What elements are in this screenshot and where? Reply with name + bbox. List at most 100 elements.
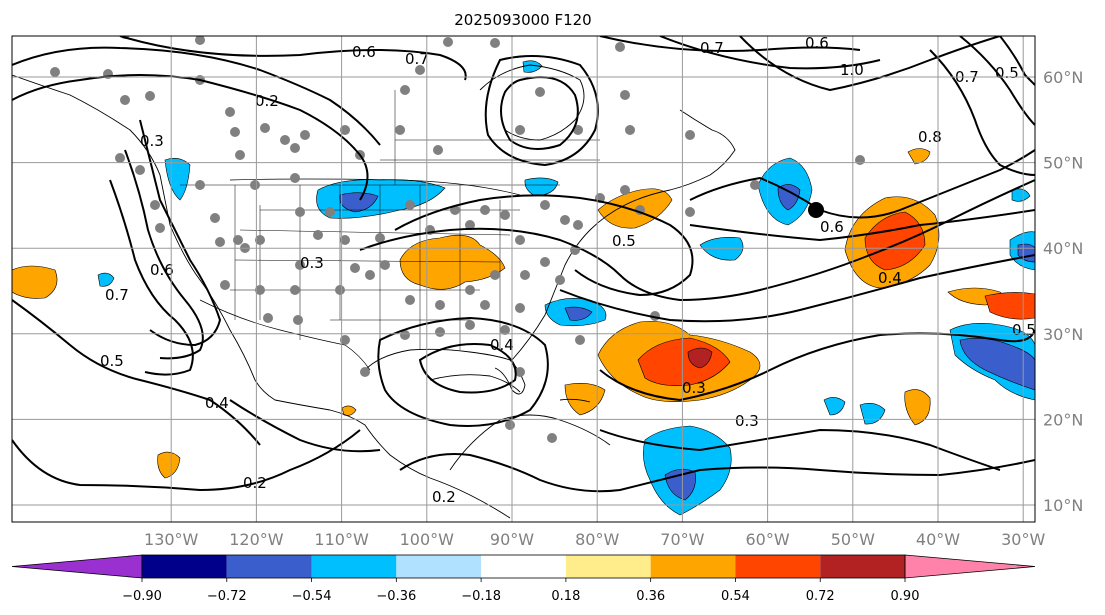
longitude-label: 130°W: [144, 530, 199, 549]
contour-line-4: [484, 55, 599, 167]
contour-label-14: 0.6: [150, 261, 174, 279]
colorbar-tick-label: 0.54: [721, 589, 750, 604]
state-borders-horizontal: [180, 139, 600, 321]
colorbar-segment: [396, 555, 482, 578]
contour-label-20: 0.4: [490, 336, 514, 354]
contour-line-19: [599, 428, 1001, 471]
observation-points: [50, 36, 865, 443]
shade-atlantic-mid: [699, 237, 744, 261]
map-title: 2025093000 F120: [454, 11, 591, 29]
contour-label-15: 0.7: [105, 286, 129, 304]
longitude-label: 60°W: [746, 530, 790, 549]
contour-label-7: 0.2: [255, 92, 279, 110]
contour-label-11: 0.5: [612, 232, 636, 250]
latitude-label: 60°N: [1043, 68, 1083, 87]
shade-east-pacific: [12, 265, 58, 299]
colorbar-tick-label: 0.90: [891, 589, 920, 604]
contour-line-25: [959, 36, 1035, 126]
contour-line-18: [599, 329, 1035, 402]
contour-line-21: [377, 316, 549, 427]
colorbar-segment: [481, 555, 566, 578]
colorbar-extend-low: [11, 554, 143, 579]
contour-label-0: 0.6: [352, 43, 376, 61]
map-panel: 0.6 0.7 0.6 1.0 0.7 0.5 0.7 0.2 0.3 0.8 …: [11, 34, 1036, 523]
contour-label-9: 0.8: [918, 128, 942, 146]
colorbar-extend-high: [904, 554, 1036, 579]
contour-label-17: 0.4: [205, 394, 229, 412]
colorbar-tick-label: −0.54: [292, 589, 332, 604]
contour-line-26: [999, 36, 1035, 86]
contour-line-5: [599, 36, 861, 53]
contour-line-8: [139, 119, 222, 347]
map-frame: [11, 35, 1036, 523]
colorbar-segment: [311, 555, 397, 578]
hispaniola-outline: [559, 398, 591, 403]
contour-label-13: 0.3: [300, 254, 324, 272]
shade-central-small-1: [823, 397, 846, 416]
shade-new-england: [524, 177, 559, 197]
colorbar-tick-label: 0.18: [551, 589, 580, 604]
colorbar-tick-label: −0.18: [461, 589, 501, 604]
latitude-label: 50°N: [1043, 154, 1083, 173]
black-location-marker: [808, 202, 824, 218]
shade-far-east-small: [1011, 188, 1031, 202]
contour-line-10: [109, 179, 194, 376]
colorbar-tick-label: −0.90: [122, 589, 162, 604]
shade-midwest-core: [339, 192, 379, 213]
contour-label-10: 0.6: [820, 218, 844, 236]
shade-hudson-small: [522, 60, 543, 73]
longitude-label: 40°W: [916, 530, 960, 549]
colorbar-segment: [820, 555, 905, 578]
shade-caribbean: [564, 383, 606, 416]
longitude-label: 30°W: [1001, 530, 1045, 549]
contour-label-4: 0.7: [700, 39, 724, 57]
us-canada-border: [229, 178, 521, 196]
contour-line-24: [929, 49, 1035, 176]
shade-atlantic-peak: [687, 347, 713, 369]
contour-line-13: [394, 194, 694, 297]
colorbar-tick-label: 0.36: [636, 589, 665, 604]
contour-line-1: [12, 74, 369, 201]
colorbar-segment: [735, 555, 821, 578]
longitude-label: 90°W: [490, 530, 534, 549]
contour-label-22: 0.2: [432, 488, 456, 506]
graticule-lines: [12, 36, 1035, 522]
colorbar-tick-labels: −0.90 −0.72 −0.54 −0.36 −0.18 0.18 0.36 0.54 0.7…: [122, 578, 919, 604]
contour-line-15: [689, 149, 1035, 219]
colorbar-segment: [565, 555, 651, 578]
contour-label-16: 0.5: [100, 352, 124, 370]
colorbar-tick-label: 0.72: [806, 589, 835, 604]
shade-mexico-pacific: [157, 451, 181, 479]
us-mexico-border: [199, 299, 371, 371]
contour-line-14: [359, 179, 1035, 302]
latitude-label: 30°N: [1043, 325, 1083, 344]
contour-line-16: [689, 209, 1035, 242]
contour-line-12: [12, 429, 361, 492]
cuba-outline: [429, 374, 521, 393]
colorbar-tick-label: −0.72: [207, 589, 247, 604]
contour-label-8: 0.3: [140, 132, 164, 150]
longitude-label: 110°W: [314, 530, 369, 549]
contour-label-18: 0.3: [682, 379, 706, 397]
colorbar-frame: [141, 554, 906, 579]
longitude-label: 120°W: [229, 530, 284, 549]
very-strong-positive-areas: [687, 347, 713, 369]
longitude-label: 50°W: [831, 530, 875, 549]
atlantic-coastline: [511, 109, 736, 361]
shade-carolinas-core: [564, 306, 593, 321]
contour-line-3: [500, 76, 579, 150]
colorbar-segment: [142, 555, 227, 578]
contour-label-21: 0.2: [243, 474, 267, 492]
contour-label-23: 0.5: [1012, 321, 1036, 339]
latitude-labels: 60°N 50°N 40°N 30°N 20°N 10°N: [1043, 68, 1083, 515]
shade-east-atlantic-core: [984, 292, 1035, 320]
contour-line-20: [418, 343, 517, 394]
longitude-label: 70°W: [660, 530, 704, 549]
contour-label-3: 1.0: [840, 61, 864, 79]
shade-newfoundland-core: [777, 184, 801, 211]
contour-label-2: 0.6: [805, 34, 829, 52]
contour-label-5: 0.5: [995, 64, 1019, 82]
shade-east-atlantic-2: [904, 389, 931, 426]
shade-central-small-2: [859, 403, 886, 425]
